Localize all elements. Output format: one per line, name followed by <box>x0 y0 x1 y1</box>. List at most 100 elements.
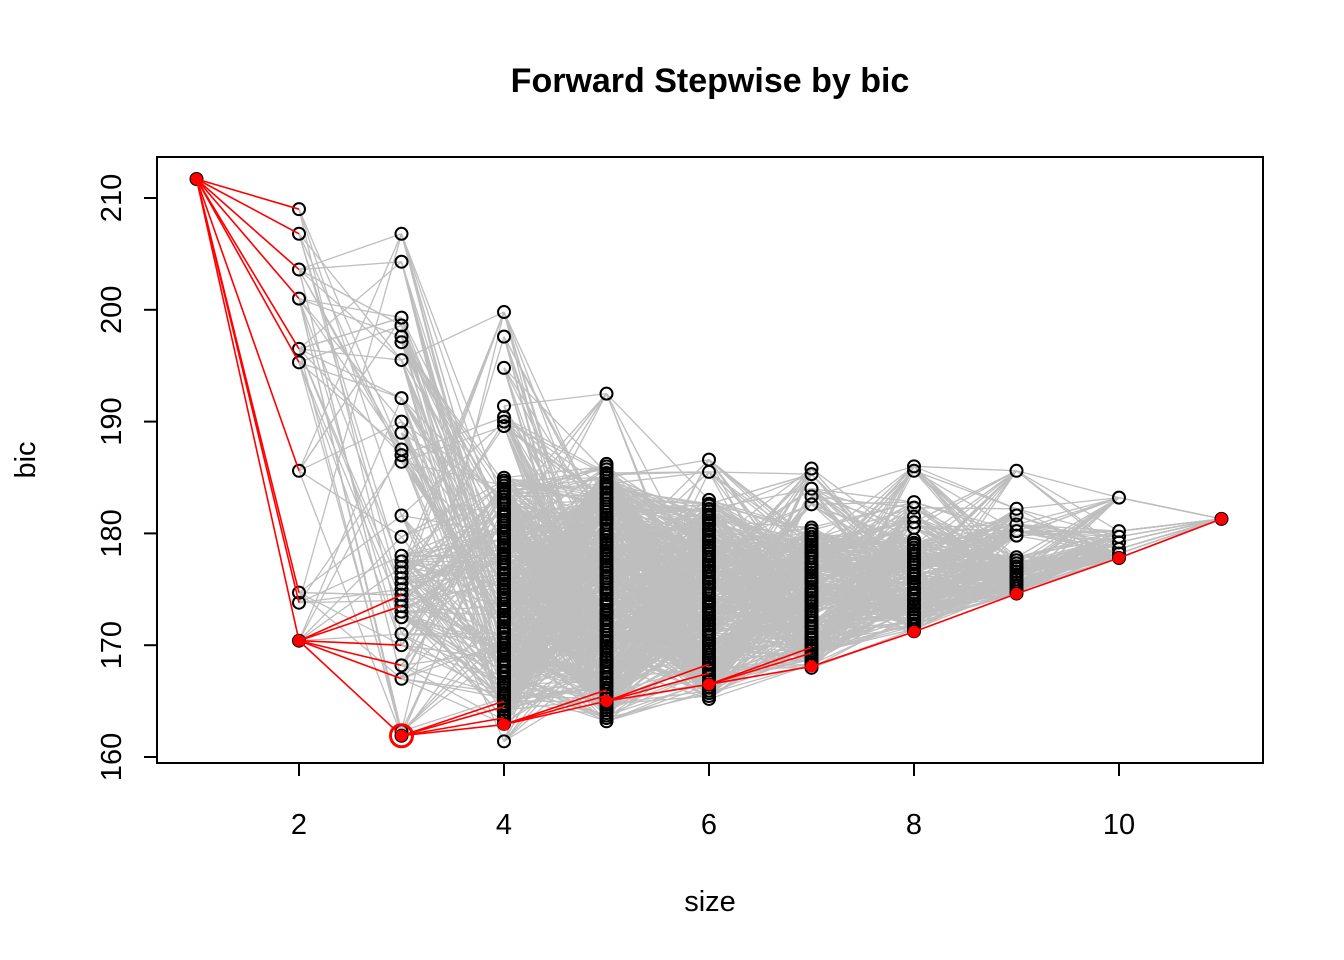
path-segment <box>503 555 607 599</box>
data-point <box>394 226 409 241</box>
path-segment <box>606 530 710 649</box>
path-segment <box>913 507 1017 580</box>
path-segment <box>811 468 915 585</box>
path-segment <box>606 578 710 642</box>
path-segment <box>708 600 812 644</box>
data-point <box>804 481 819 496</box>
best-path-segment <box>195 178 300 641</box>
path-segment <box>298 233 403 596</box>
best-path-segment <box>195 178 300 603</box>
data-point <box>1009 463 1024 478</box>
path-segment <box>708 538 812 652</box>
path-segment <box>503 547 608 680</box>
path-segment <box>401 527 505 579</box>
path-segment <box>811 538 915 544</box>
path-segment <box>708 541 812 638</box>
path-segment <box>1016 534 1120 555</box>
path-segment <box>401 678 505 725</box>
path-segment <box>401 678 505 699</box>
x-tick-label: 2 <box>291 809 307 841</box>
best-path-segment <box>298 605 402 642</box>
data-point <box>804 520 819 535</box>
data-point <box>804 461 819 476</box>
path-segment <box>503 642 607 678</box>
path-segment <box>298 348 402 456</box>
path-segment <box>811 529 915 568</box>
path-segment <box>298 421 402 472</box>
path-segment <box>401 515 505 632</box>
data-point <box>1009 528 1024 543</box>
path-segment <box>401 552 505 607</box>
y-axis-label: bic <box>10 441 42 478</box>
best-path-segment <box>1118 518 1222 559</box>
path-segment <box>298 633 402 642</box>
best-path-segment <box>195 178 300 300</box>
path-segment <box>400 233 505 504</box>
data-point <box>497 305 511 320</box>
path-segment <box>811 507 915 569</box>
data-point <box>907 463 921 478</box>
path-segment <box>401 644 505 683</box>
path-segment <box>298 588 402 604</box>
path-segment <box>708 550 812 657</box>
path-segment <box>1118 518 1222 543</box>
data-point <box>292 202 306 217</box>
path-segment <box>400 599 505 737</box>
path-segment <box>708 605 812 655</box>
x-tick-label: 10 <box>1103 809 1135 841</box>
path-segment <box>811 581 915 621</box>
path-segment <box>606 485 710 507</box>
best-point <box>1113 551 1125 564</box>
axes: 2 4 6 8 10 160 170 180 190 200 210 <box>96 174 1135 841</box>
path-segment <box>503 589 607 657</box>
path-segment <box>503 482 608 658</box>
path-segment <box>913 470 1017 575</box>
best-point <box>1215 512 1228 525</box>
path-segment <box>298 361 402 451</box>
path-segment <box>606 511 710 616</box>
best-path-segment <box>401 717 505 737</box>
path-segment <box>708 622 812 689</box>
path-segment <box>503 367 607 474</box>
path-segment <box>298 298 403 732</box>
path-segment <box>503 511 608 640</box>
best-path-segment <box>503 700 607 726</box>
path-segment <box>708 541 812 546</box>
data-point <box>1009 524 1024 539</box>
data-point <box>394 604 409 619</box>
path-segment <box>401 616 505 661</box>
data-point <box>394 329 409 344</box>
data-point <box>394 448 409 463</box>
path-segment <box>1016 470 1120 555</box>
path-segment <box>298 298 402 338</box>
path-segment <box>811 536 915 621</box>
path-segment <box>811 598 915 602</box>
data-point <box>497 414 511 429</box>
path-segment <box>298 297 402 319</box>
path-segment <box>298 362 403 732</box>
x-axis-label: size <box>684 886 736 918</box>
path-segment <box>913 508 1017 572</box>
path-segment <box>298 233 403 573</box>
path-segment <box>298 209 403 635</box>
path-segment <box>913 470 1017 529</box>
path-segment <box>1118 518 1222 550</box>
best-path-segment <box>401 705 505 737</box>
data-point <box>702 492 716 507</box>
path-segment <box>606 695 710 705</box>
best-path-segment <box>708 646 812 686</box>
path-segment <box>708 514 813 652</box>
best-path-segment <box>298 639 402 667</box>
data-point <box>292 341 306 356</box>
path-segment <box>298 233 403 472</box>
data-point <box>907 495 921 510</box>
path-segment <box>606 488 710 613</box>
best-path-segment <box>708 652 812 686</box>
path-segment <box>503 524 608 705</box>
x-tick-label: 8 <box>906 809 922 841</box>
path-segment <box>400 336 505 684</box>
path-segment <box>400 341 505 512</box>
path-segment <box>913 465 1017 472</box>
path-segment <box>606 458 710 479</box>
data-point <box>394 254 409 269</box>
